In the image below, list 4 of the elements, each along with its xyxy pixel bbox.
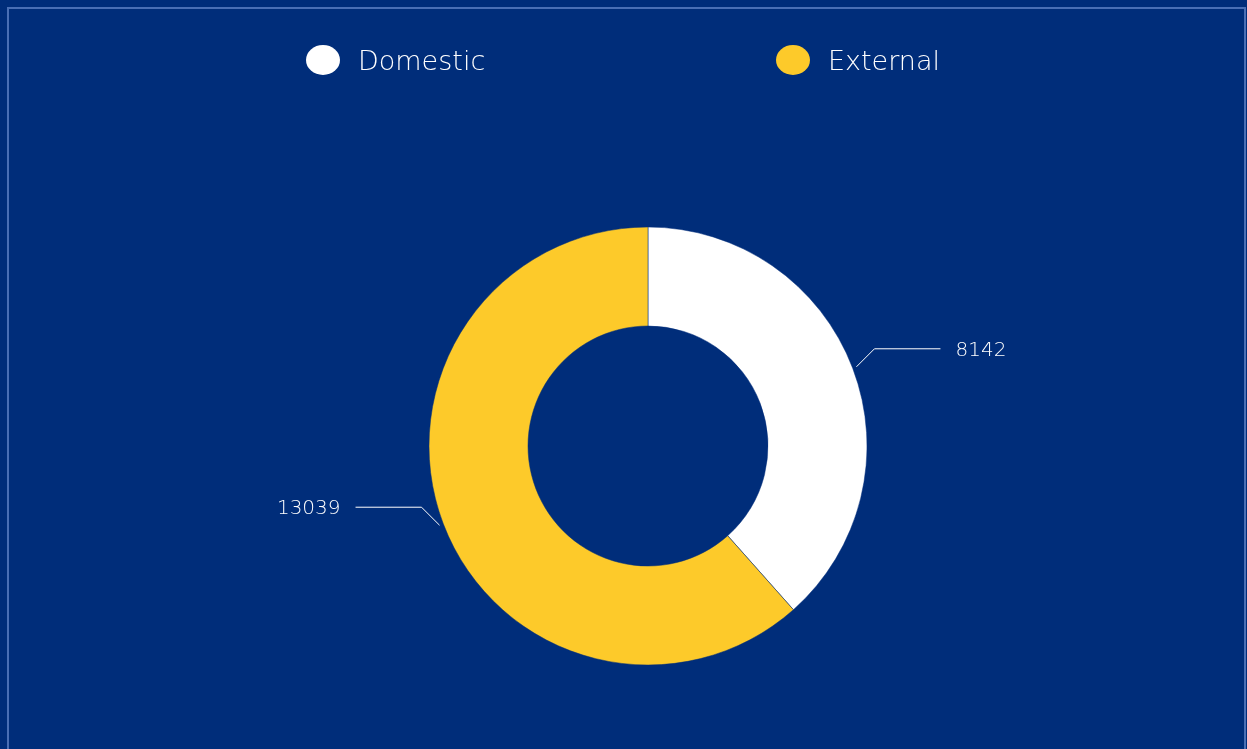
legend-label: External [828,45,941,76]
legend-label: Domestic [358,45,486,76]
data-label: 8142 [955,336,1007,361]
data-label: 13039 [276,495,341,520]
